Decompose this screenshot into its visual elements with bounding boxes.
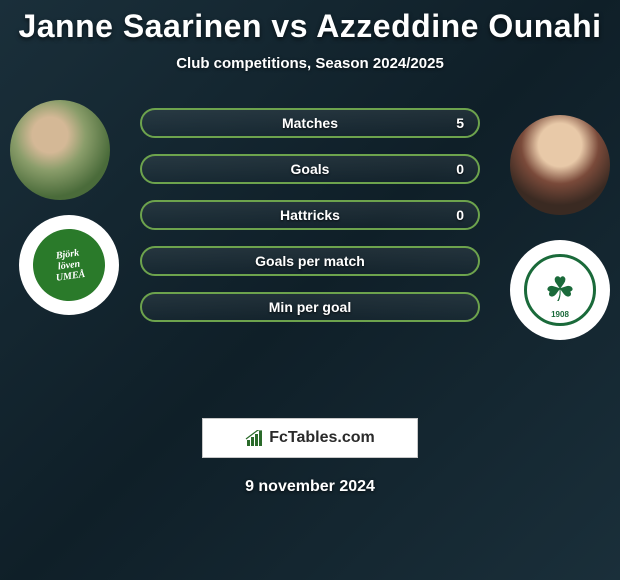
page-title: Janne Saarinen vs Azzeddine Ounahi	[0, 8, 620, 45]
stat-label: Hattricks	[280, 207, 340, 223]
stat-value: 0	[456, 207, 464, 223]
bjorkloven-badge-icon	[28, 224, 109, 305]
player-right-avatar	[510, 115, 610, 215]
player-left-avatar	[10, 100, 110, 200]
stat-row-matches: Matches 5	[140, 108, 480, 138]
stat-label: Goals	[291, 161, 330, 177]
club-right-badge	[510, 240, 610, 340]
comparison-area: Matches 5 Goals 0 Hattricks 0 Goals per …	[0, 100, 620, 400]
stat-row-goals-per-match: Goals per match	[140, 246, 480, 276]
club-left-badge	[19, 215, 119, 315]
chart-bars-icon	[245, 430, 265, 446]
date-label: 9 november 2024	[0, 478, 620, 496]
comparison-card: Janne Saarinen vs Azzeddine Ounahi Club …	[0, 0, 620, 496]
stat-row-goals: Goals 0	[140, 154, 480, 184]
stat-row-hattricks: Hattricks 0	[140, 200, 480, 230]
brand-text: FcTables.com	[269, 429, 375, 447]
subtitle: Club competitions, Season 2024/2025	[0, 55, 620, 72]
stats-list: Matches 5 Goals 0 Hattricks 0 Goals per …	[140, 108, 480, 322]
stat-label: Goals per match	[255, 253, 365, 269]
stat-value: 0	[456, 161, 464, 177]
stat-row-min-per-goal: Min per goal	[140, 292, 480, 322]
stat-label: Matches	[282, 115, 338, 131]
stat-label: Min per goal	[269, 299, 351, 315]
brand-box[interactable]: FcTables.com	[202, 418, 418, 458]
panathinaikos-badge-icon	[524, 254, 596, 326]
stat-value: 5	[456, 115, 464, 131]
